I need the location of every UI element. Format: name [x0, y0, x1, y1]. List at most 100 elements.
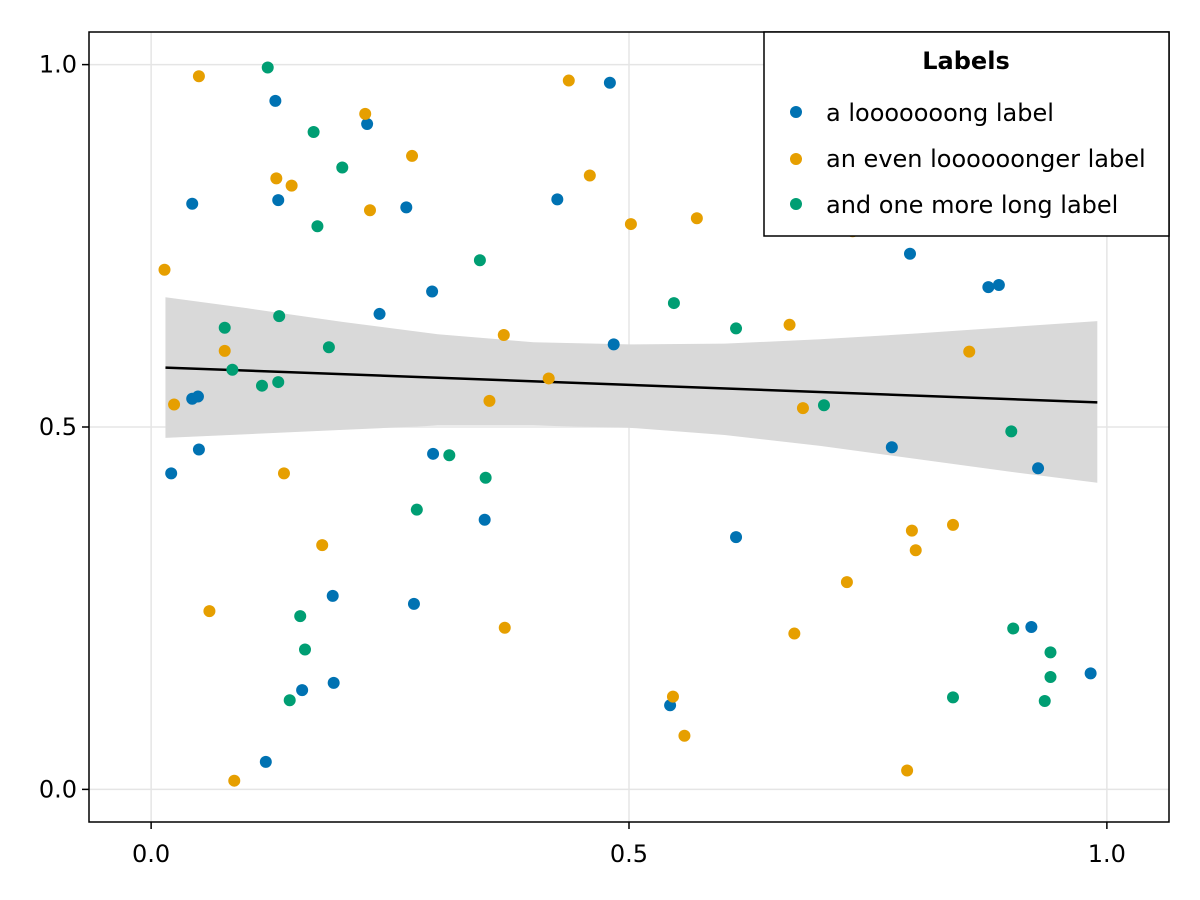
scatter-point-series-1: [269, 94, 282, 107]
scatter-point-series-3: [336, 161, 349, 174]
scatter-point-series-2: [583, 169, 596, 182]
scatter-point-series-1: [427, 447, 440, 460]
scatter-point-series-1: [1025, 621, 1038, 634]
scatter-point-series-3: [410, 503, 423, 516]
scatter-point-series-3: [272, 376, 285, 389]
scatter-point-series-1: [272, 194, 285, 207]
scatter-point-series-2: [168, 398, 181, 411]
scatter-point-series-1: [296, 684, 309, 697]
scatter-point-series-2: [542, 372, 555, 385]
scatter-point-series-2: [905, 524, 918, 537]
x-tick-label: 0.5: [610, 840, 648, 868]
scatter-point-series-3: [273, 310, 286, 323]
scatter-point-series-2: [497, 328, 510, 341]
confidence-band-layer: [165, 297, 1098, 483]
scatter-point-series-3: [226, 363, 239, 376]
scatter-point-series-1: [992, 278, 1005, 291]
y-tick-label: 0.0: [39, 775, 77, 803]
scatter-point-series-2: [963, 345, 976, 358]
scatter-point-series-1: [603, 76, 616, 89]
scatter-point-series-1: [426, 285, 439, 298]
scatter-point-series-3: [283, 694, 296, 707]
scatter-point-series-1: [400, 201, 413, 214]
scatter-point-series-1: [730, 531, 743, 544]
scatter-point-series-1: [186, 392, 199, 405]
scatter-point-series-1: [165, 467, 178, 480]
scatter-point-series-3: [1038, 694, 1051, 707]
scatter-point-series-3: [322, 341, 335, 354]
scatter-point-series-2: [359, 107, 372, 120]
scatter-point-series-2: [901, 764, 914, 777]
fit-line: [165, 366, 1098, 404]
scatter-point-series-3: [479, 471, 492, 484]
scatter-point-series-2: [483, 394, 496, 407]
scatter-point-series-3: [817, 399, 830, 412]
legend-label-series-2: an even loooooonger label: [826, 145, 1146, 173]
x-tick-label: 0.0: [132, 840, 170, 868]
scatter-point-series-3: [218, 321, 231, 334]
scatter-point-series-2: [909, 544, 922, 557]
legend-label-series-3: and one more long label: [826, 191, 1118, 219]
scatter-point-series-2: [203, 605, 216, 618]
scatter-point-series-3: [443, 449, 456, 462]
scatter-point-series-2: [270, 172, 283, 185]
scatter-point-series-2: [277, 467, 290, 480]
confidence-band: [165, 297, 1098, 483]
scatter-point-series-3: [1005, 425, 1018, 438]
scatter-point-series-1: [373, 307, 386, 320]
scatter-point-series-3: [311, 220, 324, 233]
scatter-point-series-1: [982, 281, 995, 294]
scatter-point-series-2: [316, 539, 329, 552]
scatter-point-series-3: [307, 126, 320, 139]
legend-marker-series-3: [790, 198, 802, 210]
axis-ticks: 0.0 0.5 1.0 0.0 0.5 1.0: [39, 51, 1126, 868]
scatter-point-series-1: [327, 676, 340, 689]
scatter-point-series-2: [796, 402, 809, 415]
scatter-point-series-2: [947, 518, 959, 531]
scatter-point-series-2: [788, 627, 801, 640]
x-tick-label: 1.0: [1088, 840, 1126, 868]
scatter-point-series-2: [158, 263, 171, 276]
scatter-point-series-2: [783, 318, 796, 331]
scatter-point-series-1: [186, 197, 199, 210]
scatter-point-series-1: [1032, 462, 1045, 475]
scatter-point-series-3: [299, 643, 311, 656]
scatter-point-series-1: [192, 443, 205, 456]
scatter-point-series-1: [551, 193, 564, 206]
scatter-point-series-2: [406, 149, 419, 162]
scatter-point-series-2: [285, 179, 298, 192]
scatter-point-series-1: [259, 755, 272, 768]
scatter-point-series-1: [407, 597, 420, 610]
scatter-point-series-3: [255, 379, 268, 392]
scatter-point-series-3: [667, 297, 680, 310]
scatter-point-series-2: [218, 344, 231, 357]
scatter-point-series-1: [326, 589, 339, 602]
scatter-point-series-3: [730, 322, 743, 335]
scatter-point-series-2: [228, 774, 241, 787]
scatter-point-series-3: [294, 610, 307, 623]
scatter-point-series-1: [903, 247, 916, 260]
scatter-point-series-3: [1044, 646, 1057, 659]
scatter-point-series-1: [1084, 667, 1097, 680]
scatter-point-series-3: [261, 61, 274, 74]
scatter-point-series-2: [498, 621, 511, 634]
scatter-point-series-2: [690, 212, 703, 225]
legend-box: [763, 31, 1170, 237]
legend-marker-series-1: [790, 106, 802, 118]
scatter-point-series-2: [624, 218, 637, 231]
scatter-point-series-3: [1044, 671, 1057, 684]
scatter-point-series-1: [607, 338, 620, 351]
scatter-point-series-2: [666, 690, 679, 703]
legend-label-series-1: a looooooong label: [826, 99, 1054, 127]
scatter-point-series-2: [562, 74, 575, 87]
legend-title: Labels: [922, 47, 1009, 75]
scatter-point-series-1: [361, 118, 374, 131]
scatter-point-series-3: [947, 691, 959, 704]
scatter-point-series-1: [885, 441, 898, 454]
legend: Labels a looooooong label an even looooo…: [763, 31, 1170, 237]
fit-line-layer: [165, 366, 1098, 404]
y-tick-label: 1.0: [39, 51, 77, 79]
scatter-point-series-2: [363, 204, 376, 217]
legend-marker-series-2: [790, 153, 802, 165]
